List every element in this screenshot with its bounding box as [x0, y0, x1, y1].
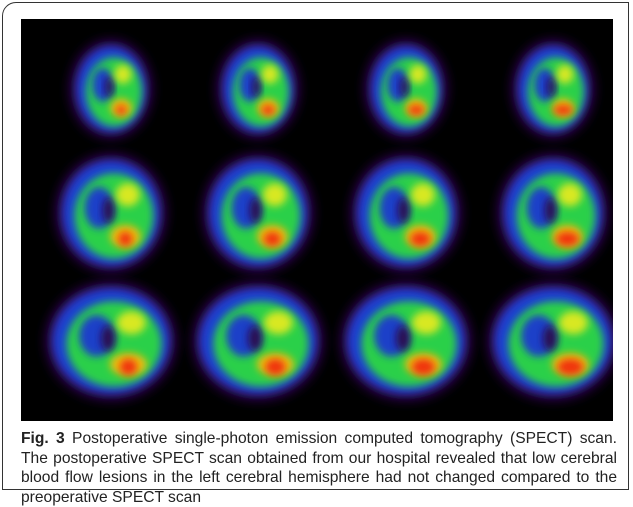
hot-area — [411, 311, 441, 335]
hot-area — [115, 183, 140, 207]
hot-spot — [116, 104, 127, 116]
hot-spot — [265, 358, 286, 376]
lesion-core — [547, 76, 556, 98]
hot-spot — [263, 231, 282, 247]
hot-area — [263, 311, 293, 335]
hot-area — [114, 65, 132, 84]
lesion-core — [544, 197, 557, 224]
lesion-core — [249, 197, 262, 224]
hot-area — [558, 311, 588, 335]
figure-label: Fig. 3 — [21, 430, 65, 447]
lesion-core — [397, 197, 410, 224]
hot-spot — [411, 358, 436, 376]
lesion-core — [252, 76, 261, 98]
hot-spot — [119, 358, 138, 376]
spect-image — [21, 19, 613, 421]
lesion-core — [101, 325, 116, 352]
caption-text: Postoperative single-photon emission com… — [21, 430, 617, 506]
hot-spot — [557, 358, 584, 376]
lesion-core — [105, 76, 114, 98]
hot-area — [557, 183, 582, 207]
hot-area — [261, 65, 279, 84]
hot-spot — [555, 231, 580, 247]
hot-area — [409, 65, 427, 84]
hot-area — [116, 311, 146, 335]
hot-spot — [410, 231, 431, 247]
hot-area — [410, 183, 435, 207]
hot-spot — [553, 104, 573, 116]
lesion-core — [543, 325, 558, 352]
lesion-core — [400, 76, 409, 98]
lesion-core — [102, 197, 115, 224]
hot-spot — [408, 104, 425, 116]
hot-spot — [118, 231, 133, 247]
lesion-core — [248, 325, 263, 352]
hot-area — [262, 183, 287, 207]
hot-area — [556, 65, 574, 84]
hot-spot — [261, 104, 275, 116]
figure-caption: Fig. 3 Postoperative single-photon emiss… — [21, 429, 617, 507]
lesion-core — [396, 325, 411, 352]
